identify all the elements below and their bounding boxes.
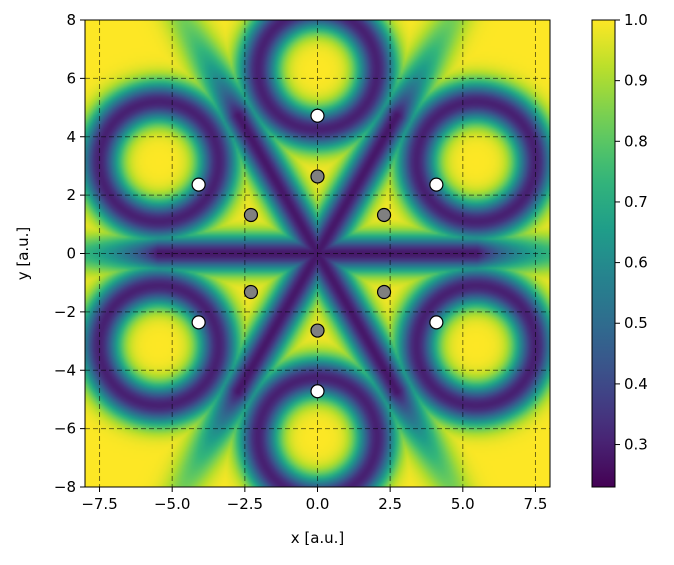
colorbar-tick-label: 0.4 [624,375,648,393]
scatter-point [191,315,206,330]
y-tick-label: 6 [66,69,76,87]
scatter-point [191,177,206,192]
scatter-markers [191,108,444,399]
y-tick-label: 8 [66,11,76,29]
y-tick-label: −6 [54,420,76,438]
scatter-point [429,177,444,192]
y-tick-label: 4 [66,128,76,146]
scatter-point [243,207,259,223]
colorbar-tick-label: 0.6 [624,254,648,272]
colorbar-tick-label: 0.7 [624,193,648,211]
x-tick-label: −5.0 [154,495,190,513]
x-tick-label: 0.0 [306,495,330,513]
x-axis-ticks: −7.5 −5.0 −2.5 0.0 2.5 5.0 7.5 [81,487,547,513]
y-axis-ticks: −8 −6 −4 −2 0 2 4 6 8 [54,11,85,496]
scatter-point [310,108,325,123]
x-tick-label: 2.5 [378,495,402,513]
x-tick-label: −2.5 [227,495,263,513]
colorbar-tick-label: 1.0 [624,11,648,29]
scatter-point [376,207,392,223]
y-tick-label: −2 [54,303,76,321]
x-tick-label: 5.0 [451,495,475,513]
y-tick-label: 0 [66,245,76,263]
scatter-point [310,169,325,184]
y-tick-label: −8 [54,478,76,496]
y-tick-label: 2 [66,186,76,204]
y-axis-label: y [a.u.] [14,227,32,281]
x-tick-label: −7.5 [81,495,117,513]
colorbar [591,19,616,488]
scatter-point [310,384,325,399]
colorbar-tick-label: 0.3 [624,436,648,454]
scatter-point [429,315,444,330]
x-axis-label: x [a.u.] [291,529,345,547]
colorbar-ticks: 0.3 0.4 0.5 0.6 0.7 0.8 0.9 1.0 [615,11,648,454]
colorbar-tick-label: 0.8 [624,132,648,150]
scatter-point [376,284,392,300]
scatter-point [310,323,325,338]
scatter-point [243,284,259,300]
y-tick-label: −4 [54,361,76,379]
grid-lines [85,20,550,487]
colorbar-tick-label: 0.9 [624,72,648,90]
colorbar-tick-label: 0.5 [624,314,648,332]
x-tick-label: 7.5 [524,495,548,513]
